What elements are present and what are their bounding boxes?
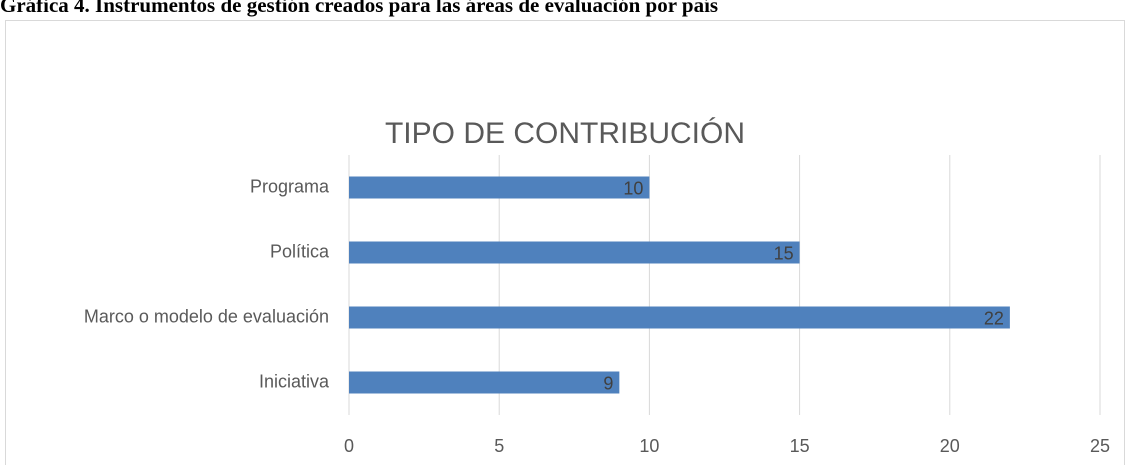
- data-label: 9: [603, 373, 613, 393]
- bar: [349, 241, 800, 264]
- x-tick-label: 25: [1090, 436, 1110, 456]
- x-tick-label: 15: [790, 436, 810, 456]
- y-tick-label: Iniciativa: [259, 371, 330, 391]
- caption: Gráfica 4. Instrumentos de gestión cread…: [0, 0, 718, 17]
- bar: [349, 176, 650, 199]
- data-label: 22: [984, 308, 1004, 328]
- y-tick-label: Programa: [250, 176, 330, 196]
- x-tick-label: 5: [494, 436, 504, 456]
- y-tick-label: Marco o modelo de evaluación: [84, 306, 329, 326]
- x-tick-label: 10: [639, 436, 659, 456]
- data-label: 15: [774, 243, 794, 263]
- bar: [349, 306, 1010, 329]
- x-tick-label: 0: [344, 436, 354, 456]
- y-tick-label: Política: [270, 241, 330, 261]
- chart-title: TIPO DE CONTRIBUCIÓN: [385, 117, 745, 150]
- bar: [349, 371, 620, 394]
- data-label: 10: [623, 178, 643, 198]
- x-tick-label: 20: [940, 436, 960, 456]
